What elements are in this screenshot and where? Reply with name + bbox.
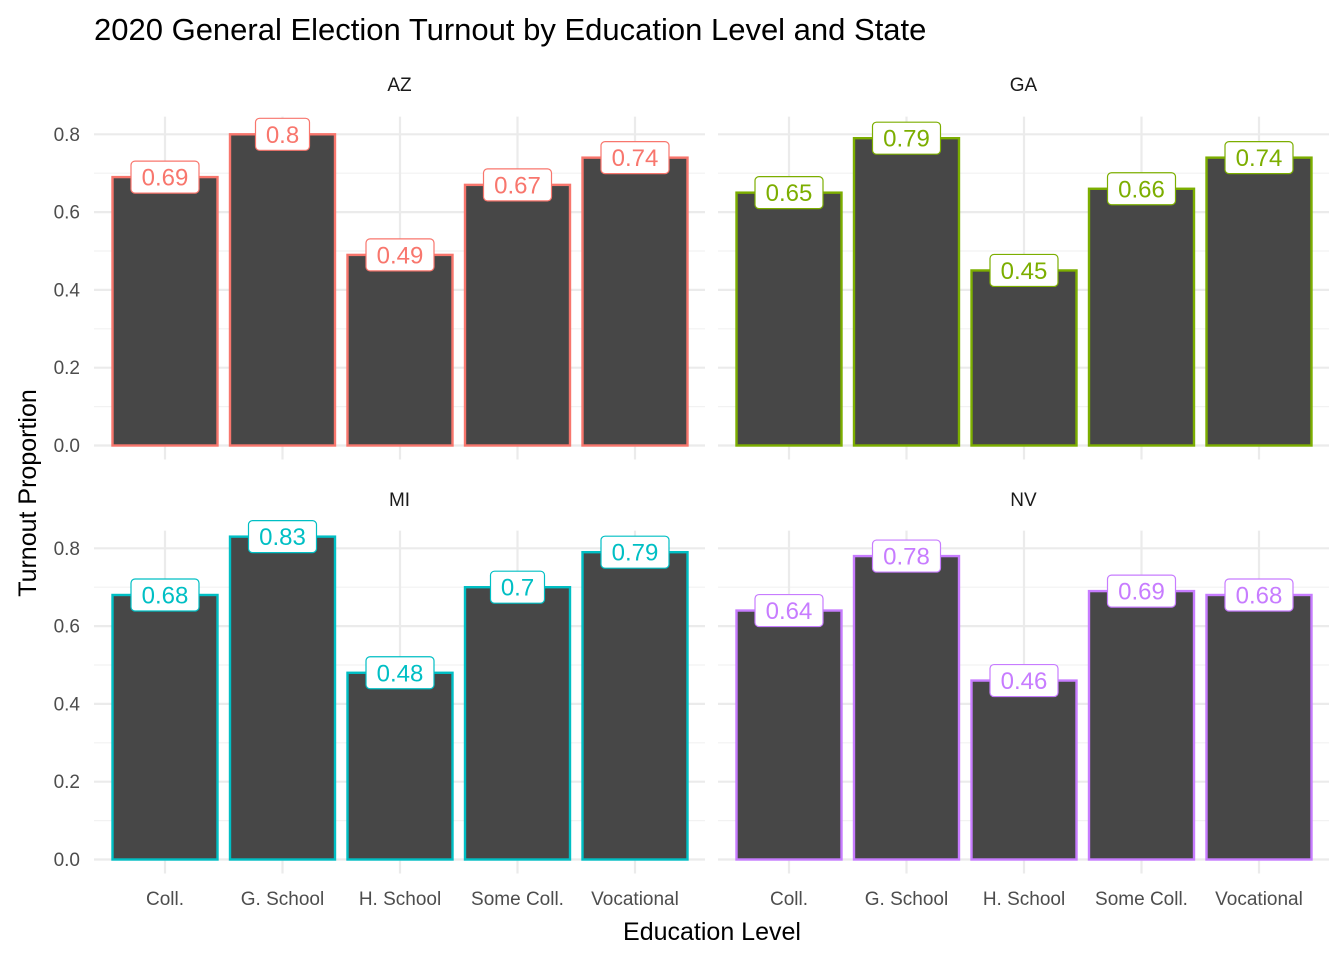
data-label-box bbox=[1106, 172, 1177, 206]
strip-label-ga: GA bbox=[1010, 75, 1038, 96]
y-tick-label: 0.4 bbox=[54, 280, 81, 301]
data-label: 0.69 bbox=[1118, 579, 1165, 606]
data-label-box bbox=[1224, 578, 1294, 612]
data-label: 0.79 bbox=[612, 540, 659, 567]
bar bbox=[346, 671, 454, 861]
data-label-box bbox=[989, 253, 1059, 288]
y-tick-label: 0.8 bbox=[54, 539, 80, 560]
y-tick-label: 0.0 bbox=[54, 850, 80, 871]
bar bbox=[463, 586, 572, 861]
bar bbox=[735, 191, 843, 447]
y-tick-label: 0.6 bbox=[54, 617, 80, 638]
data-label-box bbox=[482, 168, 553, 202]
x-tick-label: Coll. bbox=[146, 889, 184, 910]
data-label: 0.65 bbox=[766, 180, 813, 207]
data-label: 0.66 bbox=[1118, 176, 1165, 203]
data-label: 0.83 bbox=[259, 524, 306, 551]
data-label-box bbox=[600, 535, 670, 569]
bar bbox=[735, 609, 843, 861]
x-tick-label: G. School bbox=[241, 889, 324, 910]
x-tick-label: H. School bbox=[359, 889, 441, 910]
data-label: 0.74 bbox=[612, 145, 659, 172]
data-label: 0.67 bbox=[494, 172, 541, 199]
data-label: 0.78 bbox=[883, 544, 930, 571]
data-label: 0.45 bbox=[1001, 258, 1048, 285]
x-tick-label: H. School bbox=[983, 889, 1065, 910]
chart-title: 2020 General Election Turnout by Educati… bbox=[94, 12, 926, 47]
data-label: 0.69 bbox=[142, 165, 189, 192]
data-label: 0.49 bbox=[377, 242, 424, 269]
strip-label-mi: MI bbox=[389, 490, 410, 511]
data-label-box bbox=[365, 656, 435, 690]
y-tick-label: 0.8 bbox=[54, 125, 80, 146]
x-axis-title: Education Level bbox=[623, 918, 801, 946]
strip-label-az: AZ bbox=[387, 75, 412, 96]
facet-panels: AZ 0.69 0.8 0.49 0.67 0.74 0.0 0.2 0.4 0.6 0.8 GA 0.… bbox=[54, 75, 1329, 910]
data-label: 0.68 bbox=[1236, 582, 1283, 609]
y-axis-title: Turnout Proportion bbox=[14, 389, 42, 597]
bar bbox=[1087, 187, 1196, 447]
data-label: 0.8 bbox=[266, 122, 299, 149]
bar bbox=[581, 550, 689, 861]
data-label: 0.46 bbox=[1001, 668, 1048, 695]
bar bbox=[970, 679, 1078, 861]
bar bbox=[1205, 156, 1313, 447]
panel-mi: MI 0.68 0.83 0.48 0.7 0.79 0.0 0.2 0.4 0.6 0.8 Coll… bbox=[54, 490, 705, 910]
data-label: 0.64 bbox=[766, 598, 813, 625]
data-label: 0.7 bbox=[501, 575, 534, 602]
data-label: 0.68 bbox=[142, 582, 189, 609]
strip-label-nv: NV bbox=[1010, 490, 1037, 511]
y-tick-label: 0.4 bbox=[54, 694, 81, 715]
bar bbox=[111, 175, 219, 447]
data-label-box bbox=[1224, 141, 1294, 175]
bar bbox=[1205, 593, 1313, 861]
data-label-box bbox=[600, 141, 670, 175]
data-label-box bbox=[1106, 574, 1177, 608]
panel-az: AZ 0.69 0.8 0.49 0.67 0.74 0.0 0.2 0.4 0.6 0.8 bbox=[54, 75, 705, 460]
data-label: 0.79 bbox=[883, 126, 930, 153]
x-tick-label: G. School bbox=[865, 889, 948, 910]
data-label-box bbox=[754, 176, 824, 210]
bar bbox=[852, 554, 961, 861]
bar bbox=[463, 183, 572, 447]
y-tick-label: 0.2 bbox=[54, 772, 80, 793]
panel-nv: NV 0.64 0.78 0.46 0.69 0.68 Coll. G. School H. S… bbox=[718, 490, 1329, 910]
bar bbox=[228, 535, 337, 861]
bar bbox=[581, 156, 689, 447]
x-tick-label: Vocational bbox=[1215, 889, 1303, 910]
data-label-box bbox=[871, 121, 942, 155]
x-tick-label: Coll. bbox=[770, 889, 808, 910]
data-label-box bbox=[130, 578, 200, 612]
data-label-box bbox=[247, 520, 318, 554]
panel-ga: GA 0.65 0.79 0.45 0.66 0.74 bbox=[718, 75, 1329, 460]
x-tick-label: Some Coll. bbox=[471, 889, 564, 910]
data-label: 0.74 bbox=[1236, 145, 1283, 172]
bar bbox=[346, 253, 454, 447]
bar bbox=[1087, 589, 1196, 861]
bar bbox=[111, 593, 219, 861]
bar bbox=[852, 136, 961, 447]
x-tick-label: Some Coll. bbox=[1095, 889, 1188, 910]
bar bbox=[228, 133, 337, 447]
x-tick-label: Vocational bbox=[591, 889, 679, 910]
bar bbox=[970, 269, 1078, 447]
data-label-box bbox=[989, 663, 1059, 698]
data-label-box bbox=[489, 570, 546, 604]
y-tick-label: 0.6 bbox=[54, 203, 80, 224]
data-label-box bbox=[130, 160, 200, 194]
y-tick-label: 0.2 bbox=[54, 358, 80, 379]
data-label-box bbox=[754, 593, 824, 628]
y-tick-label: 0.0 bbox=[54, 436, 80, 457]
data-label-box bbox=[871, 539, 942, 573]
data-label-box bbox=[365, 238, 435, 272]
data-label-box bbox=[254, 117, 311, 151]
data-label: 0.48 bbox=[377, 660, 424, 687]
